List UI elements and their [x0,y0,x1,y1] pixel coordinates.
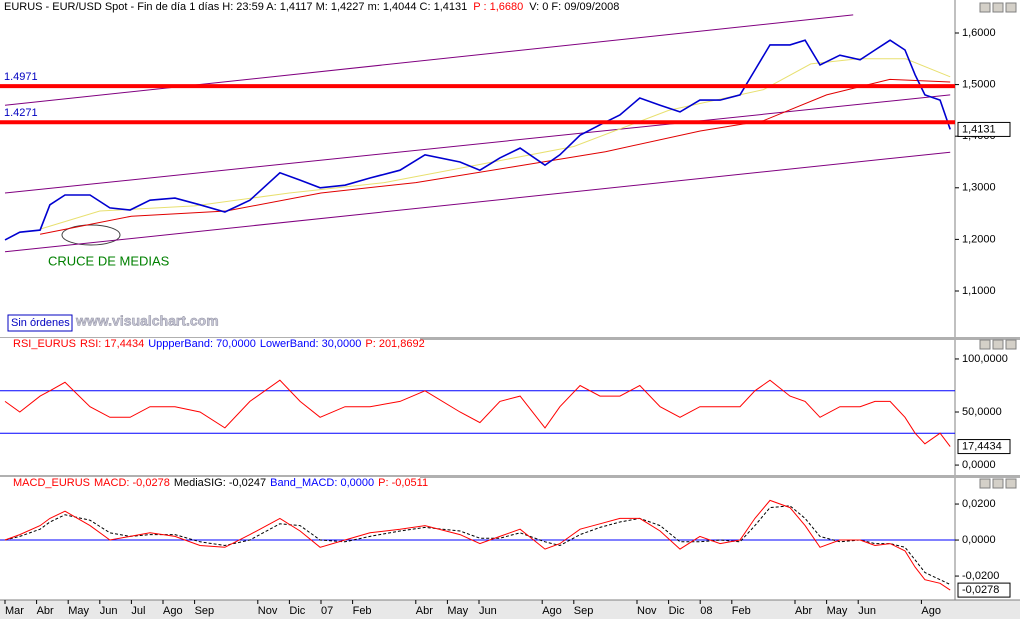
header-segment: MACD: -0,0278 [94,477,170,489]
header-segment: P: 201,8692 [365,338,424,350]
series-line [4,505,951,585]
y-tick-label: 1,2000 [962,233,996,245]
header-segment: P: -0,0511 [378,477,428,489]
orders-button-label[interactable]: Sin órdenes [11,317,70,329]
x-tick-label: 08 [700,605,712,617]
maximize-button[interactable] [992,478,1004,489]
header-segment: LowerBand: 30,0000 [260,338,362,350]
last-value-label: -0,0278 [962,584,999,596]
x-tick-label: Nov [258,605,278,617]
trendline [4,14,854,106]
maximize-button[interactable] [992,2,1004,13]
last-value-box [957,121,1011,137]
maximize-button[interactable] [992,339,1004,350]
header-segment: MACD_EURUS [13,477,90,489]
window-buttons[interactable] [979,2,1017,489]
close-button[interactable] [1005,339,1017,350]
x-tick-label: Sep [195,605,215,617]
x-tick-label: Abr [416,605,433,617]
x-tick-label: Mar [5,605,24,617]
header-segment: Band_MACD: 0,0000 [270,477,374,489]
level-label: 1.4971 [4,71,38,83]
level-label: 1.4271 [4,107,38,119]
header-segment: RSI_EURUS [13,338,76,350]
y-tick-label: 100,0000 [962,353,1008,365]
orders-button[interactable] [7,314,73,332]
series-line [4,379,951,447]
header-segment: V: 0 F: 09/09/2008 [529,1,619,13]
x-tick-label: Jun [858,605,876,617]
x-tick-label: Ago [163,605,183,617]
x-tick-label: Feb [732,605,751,617]
series-line [4,39,951,241]
x-tick-label: Sep [574,605,594,617]
minimize-button[interactable] [979,2,991,13]
y-tick-label: 0,0200 [962,498,996,510]
y-tick-label: 1,1000 [962,285,996,297]
y-tick-label: 0,0000 [962,459,996,471]
x-tick-label: Jun [100,605,118,617]
x-tick-label: Abr [37,605,54,617]
close-button[interactable] [1005,2,1017,13]
x-tick-label: Dic [289,605,305,617]
x-tick-label: Jul [131,605,145,617]
close-button[interactable] [1005,478,1017,489]
panel-header: RSI_EURUS RSI: 17,4434 UppperBand: 70,0000… [13,338,425,350]
y-tick-label: 1,6000 [962,27,996,39]
x-tick-label: Nov [637,605,657,617]
trendline [4,151,951,253]
x-tick-label: Jun [479,605,497,617]
annotation: CRUCE DE MEDIAS [48,253,170,268]
x-axis-bar [0,600,1020,619]
header-bg [0,1,620,13]
last-value-label: 1,4131 [962,123,996,135]
series-line [40,78,951,235]
header-segment: EURUS - EUR/USD Spot - Fin de día 1 días… [4,1,467,13]
last-value-box [957,582,1011,598]
annotation-ellipse [61,224,121,246]
y-tick-label: 0,0000 [962,534,996,546]
panel-header: EURUS - EUR/USD Spot - Fin de día 1 días… [4,1,619,13]
x-tick-label: Ago [921,605,941,617]
x-tick-label: Feb [353,605,372,617]
header-bg [0,338,420,350]
watermark: www.visualchart.com [75,313,219,329]
minimize-button[interactable] [979,339,991,350]
header-segment: UppperBand: 70,0000 [148,338,256,350]
series-line [4,499,951,591]
header-bg [0,477,420,489]
x-tick-label: May [827,605,848,617]
header-segment: RSI: 17,4434 [80,338,144,350]
x-tick-label: Dic [669,605,685,617]
x-tick-label: 07 [321,605,333,617]
panel-divider [0,337,1020,340]
header-segment: MediaSIG: -0,0247 [174,477,266,489]
panel-divider [0,475,1020,478]
y-tick-label: 1,3000 [962,182,996,194]
x-tick-label: Ago [542,605,562,617]
header-segment: P : 1,6680 [473,1,523,13]
y-tick-label: -0,0200 [962,570,999,582]
x-tick-label: Abr [795,605,812,617]
minimize-button[interactable] [979,478,991,489]
x-tick-label: May [68,605,89,617]
last-value-label: 17,4434 [962,440,1002,452]
y-tick-label: 50,0000 [962,406,1002,418]
panel-header: MACD_EURUS MACD: -0,0278 MediaSIG: -0,0247… [13,477,428,489]
y-tick-label: 1,5000 [962,78,996,90]
x-tick-label: May [447,605,468,617]
last-value-box [957,439,1011,455]
trendline [4,94,951,194]
